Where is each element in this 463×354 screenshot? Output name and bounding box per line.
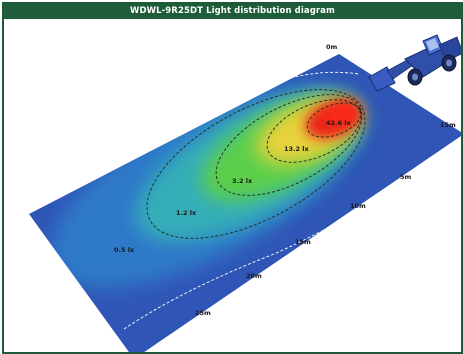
- contour-label-1_2: 1.2 lx: [176, 209, 197, 217]
- contour-label-0_5: 0.5 lx: [114, 246, 135, 254]
- contour-line-42_6: [306, 102, 362, 138]
- distance-label-25m: 25m: [195, 309, 211, 317]
- distance-label-5m: 5m: [400, 173, 412, 181]
- distance-label-10m: 10m: [350, 202, 366, 210]
- heat-zone-peak: [324, 104, 356, 126]
- contour-line-13_2: [266, 99, 362, 163]
- distance-label-0m: 0m: [326, 43, 338, 51]
- contour-line-1_2: [146, 89, 366, 239]
- contour-line-3_2: [215, 94, 363, 196]
- heat-map: [50, 86, 363, 288]
- contour-label-42_6: 42.6 lx: [326, 119, 352, 127]
- diagram-title: WDWL-9R25DT Light distribution diagram: [4, 4, 461, 19]
- distance-label-15m: 15m: [295, 238, 311, 246]
- contour-label-3_2: 3.2 lx: [232, 177, 253, 185]
- width-label-15m: 15m: [440, 121, 456, 129]
- distance-label-20m: 20m: [246, 272, 262, 280]
- light-distribution-svg: 42.6 lx 13.2 lx 3.2 lx 1.2 lx 0.5 lx 0m …: [29, 34, 461, 352]
- wheel-loader-icon: [368, 34, 461, 92]
- contour-label-13_2: 13.2 lx: [284, 145, 310, 153]
- light-distribution-canvas: 42.6 lx 13.2 lx 3.2 lx 1.2 lx 0.5 lx 0m …: [4, 19, 461, 352]
